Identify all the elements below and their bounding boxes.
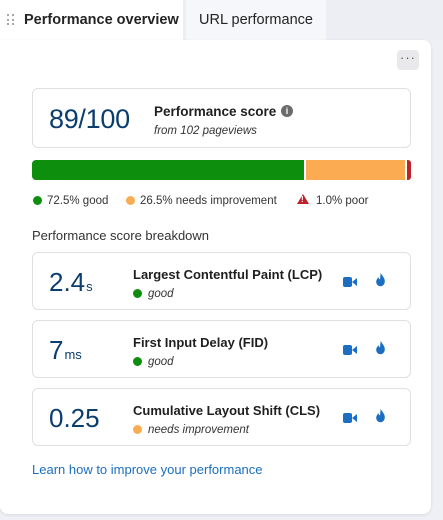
metric-unit: s bbox=[86, 279, 93, 294]
metric-card-cls: 0.25 Cumulative Layout Shift (CLS) needs… bbox=[32, 388, 411, 446]
video-icon[interactable] bbox=[343, 344, 357, 355]
status-dot-icon bbox=[133, 425, 142, 434]
score-title: Performance score bbox=[154, 104, 277, 119]
distribution-bar-good bbox=[32, 160, 304, 180]
info-icon[interactable]: i bbox=[281, 105, 293, 117]
needs-improvement-dot-icon bbox=[126, 196, 135, 205]
video-icon[interactable] bbox=[343, 412, 357, 423]
status-dot-icon bbox=[133, 357, 142, 366]
metric-status: good bbox=[133, 288, 174, 300]
metric-status: good bbox=[133, 356, 174, 368]
flame-icon[interactable] bbox=[375, 272, 386, 287]
legend-needs-improvement-label: 26.5% needs improvement bbox=[140, 195, 277, 207]
status-dot-icon bbox=[133, 289, 142, 298]
tab-url-performance[interactable]: URL performance bbox=[186, 0, 326, 40]
distribution-bar-needs-improvement bbox=[306, 160, 405, 180]
metric-card-lcp: 2.4s Largest Contentful Paint (LCP) good bbox=[32, 252, 411, 310]
metric-name: Largest Contentful Paint (LCP) bbox=[133, 267, 323, 282]
flame-icon[interactable] bbox=[375, 408, 386, 423]
score-card: 89/100 Performance score i from 102 page… bbox=[32, 88, 411, 148]
more-options-button[interactable]: ··· bbox=[397, 50, 419, 70]
tab-label: URL performance bbox=[199, 12, 313, 28]
legend-poor-label: 1.0% poor bbox=[316, 195, 369, 207]
legend-needs-improvement: 26.5% needs improvement bbox=[126, 194, 277, 208]
flame-icon[interactable] bbox=[375, 340, 386, 355]
tab-performance-overview[interactable]: Performance overview bbox=[0, 0, 183, 40]
warning-icon bbox=[297, 194, 309, 204]
metric-unit: ms bbox=[64, 347, 82, 362]
metric-card-fid: 7ms First Input Delay (FID) good bbox=[32, 320, 411, 378]
distribution-bar-poor bbox=[407, 160, 411, 180]
drag-handle-icon[interactable] bbox=[7, 14, 15, 26]
breakdown-title: Performance score breakdown bbox=[32, 228, 210, 243]
metric-name: Cumulative Layout Shift (CLS) bbox=[133, 403, 321, 418]
legend-poor: 1.0% poor bbox=[297, 194, 368, 208]
legend-good: 72.5% good bbox=[33, 194, 108, 208]
metric-value: 2.4s bbox=[49, 267, 93, 297]
tab-bar: Performance overview URL performance bbox=[0, 0, 443, 40]
tab-label: Performance overview bbox=[24, 12, 179, 28]
video-icon[interactable] bbox=[343, 276, 357, 287]
metric-value: 7ms bbox=[49, 335, 82, 365]
metric-name: First Input Delay (FID) bbox=[133, 335, 269, 350]
metric-status: needs improvement bbox=[133, 424, 249, 436]
metric-value: 0.25 bbox=[49, 403, 100, 433]
good-dot-icon bbox=[33, 196, 42, 205]
score-value: 89/100 bbox=[49, 104, 130, 134]
legend-good-label: 72.5% good bbox=[47, 195, 109, 207]
learn-more-link[interactable]: Learn how to improve your performance bbox=[32, 462, 263, 477]
score-subtitle: from 102 pageviews bbox=[154, 125, 257, 137]
